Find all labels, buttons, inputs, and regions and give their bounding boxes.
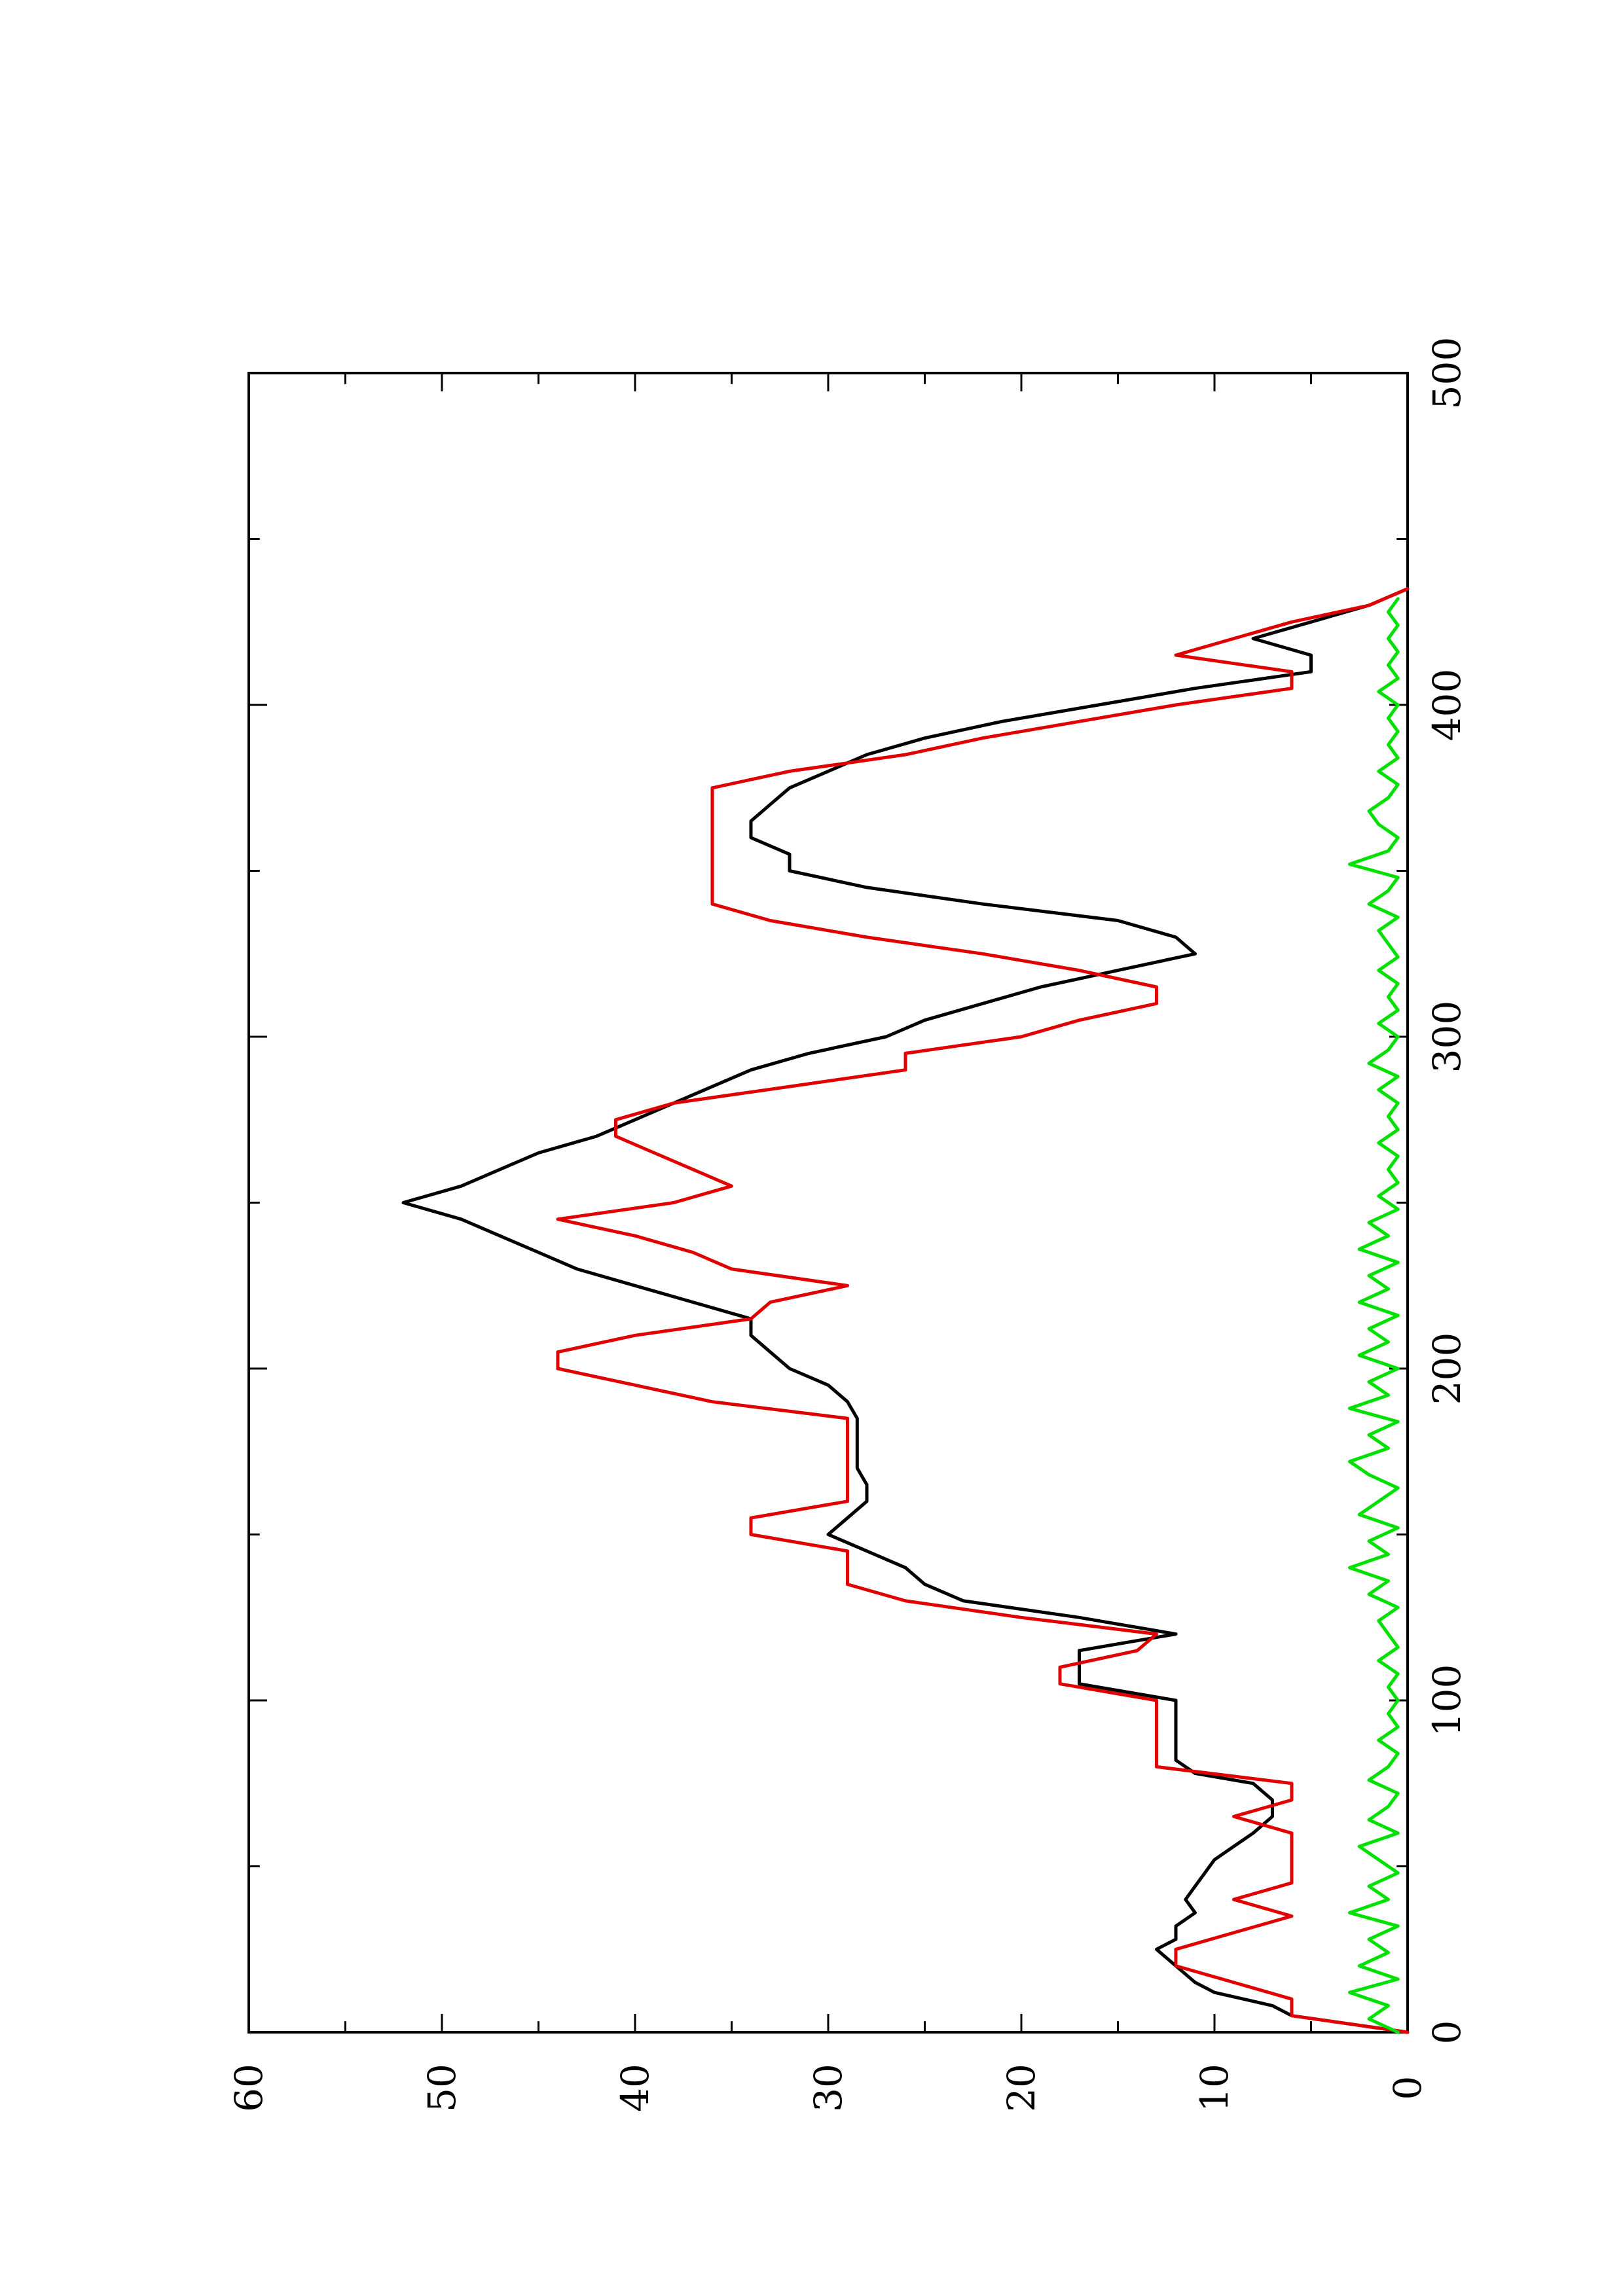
x-tick-label: 300 <box>1425 1001 1469 1073</box>
y-tick-label: 20 <box>999 2064 1044 2112</box>
x-tick-label: 400 <box>1425 669 1469 742</box>
series-group <box>401 587 1410 2034</box>
series-line-3 <box>1348 597 1400 2034</box>
x-tick-label: 200 <box>1425 1333 1469 1405</box>
x-tick-label: 0 <box>1425 2020 1469 2045</box>
x-tick-label: 100 <box>1425 1664 1469 1737</box>
plot-frame <box>247 372 1409 2034</box>
y-tick-label: 0 <box>1385 2076 1430 2100</box>
y-tick-label: 60 <box>227 2064 271 2112</box>
y-tick-label: 40 <box>613 2064 657 2112</box>
axis-tick-labels: 0 100 200 300 400 500 0 10 20 30 40 50 60 <box>227 337 1469 2112</box>
series-line-1 <box>401 587 1410 2034</box>
y-tick-label: 50 <box>420 2064 464 2112</box>
x-tick-label: 500 <box>1425 337 1469 410</box>
y-tick-label: 30 <box>806 2064 850 2112</box>
axis-ticks <box>247 372 1409 2034</box>
y-tick-label: 10 <box>1192 2064 1237 2112</box>
series-line-2 <box>556 587 1410 2034</box>
